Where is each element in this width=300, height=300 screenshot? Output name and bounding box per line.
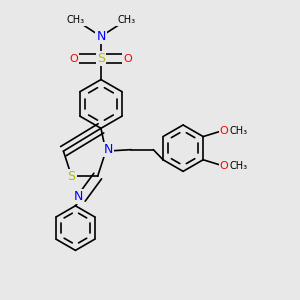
Text: CH₃: CH₃ (230, 161, 248, 171)
Text: O: O (220, 126, 228, 136)
Text: O: O (123, 54, 132, 64)
Text: N: N (74, 190, 83, 203)
Text: S: S (97, 52, 105, 65)
Text: O: O (220, 161, 228, 171)
Text: N: N (103, 143, 113, 156)
Text: CH₃: CH₃ (117, 15, 135, 25)
Text: N: N (96, 30, 106, 43)
Text: CH₃: CH₃ (67, 15, 85, 25)
Text: S: S (68, 169, 76, 183)
Text: CH₃: CH₃ (230, 126, 248, 136)
Text: O: O (70, 54, 79, 64)
